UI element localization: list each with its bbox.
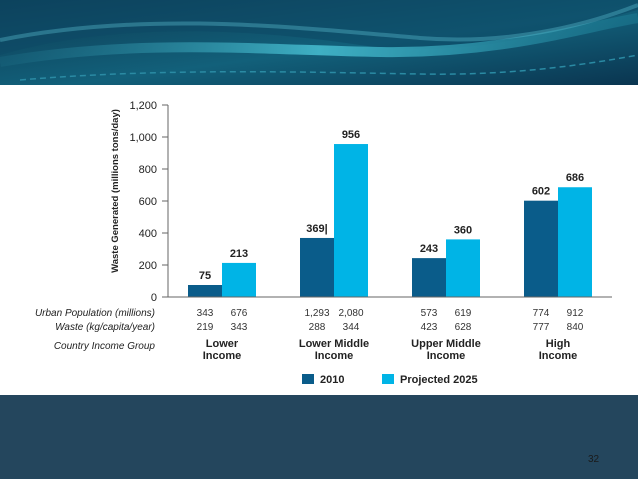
waste-per-capita-cell: 840 — [567, 322, 584, 333]
bar-value-label: 369| — [306, 223, 327, 235]
chart-panel: Waste Generated (millions tons/day) 0 200… — [0, 85, 638, 395]
bar-2010 — [300, 237, 334, 297]
bar-value-label: 75 — [199, 270, 211, 282]
urban-population-cell: 912 — [567, 308, 584, 319]
urban-population-cell: 676 — [231, 308, 248, 319]
waste-per-capita-cell: 219 — [197, 322, 214, 333]
y-tick-label: 800 — [139, 164, 157, 176]
legend-swatch — [302, 374, 314, 384]
legend-label: Projected 2025 — [400, 374, 478, 386]
slide-number: 32 — [588, 454, 600, 465]
bar-2010 — [412, 258, 446, 297]
category-label: Income — [203, 350, 242, 362]
waste-per-capita-cell: 777 — [533, 322, 550, 333]
bar-projected-2025 — [446, 239, 480, 297]
y-tick-label: 1,200 — [129, 100, 157, 112]
header-wave-banner — [0, 0, 638, 85]
urban-population-cell: 573 — [421, 308, 438, 319]
category-label: Income — [315, 350, 354, 362]
bar-value-label: 360 — [454, 224, 472, 236]
category-label: Upper Middle — [411, 338, 481, 350]
y-tick-label: 600 — [139, 196, 157, 208]
y-axis-title: Waste Generated (millions tons/day) — [110, 109, 121, 273]
urban-population-cell: 774 — [533, 308, 550, 319]
y-tick-label: 200 — [139, 260, 157, 272]
legend-swatch — [382, 374, 394, 384]
y-tick-label: 1,000 — [129, 132, 157, 144]
urban-population-cell: 619 — [455, 308, 472, 319]
urban-population-cell: 1,293 — [304, 308, 329, 319]
row-header: Waste (kg/capita/year) — [55, 322, 155, 333]
y-tick-label: 0 — [151, 292, 157, 304]
urban-population-cell: 343 — [197, 308, 214, 319]
bar-projected-2025 — [222, 262, 256, 297]
category-label: Income — [539, 350, 578, 362]
legend-label: 2010 — [320, 374, 344, 386]
waste-per-capita-cell: 288 — [309, 322, 326, 333]
bar-2010 — [524, 200, 558, 297]
bar-value-label: 602 — [532, 186, 550, 198]
category-label: Lower — [206, 338, 239, 350]
bar-value-label: 956 — [342, 129, 360, 141]
waste-per-capita-cell: 628 — [455, 322, 472, 333]
bar-projected-2025 — [334, 144, 368, 297]
category-label: High — [546, 338, 571, 350]
waste-per-capita-cell: 344 — [343, 322, 360, 333]
bar-value-label: 686 — [566, 172, 584, 184]
category-label: Lower Middle — [299, 338, 369, 350]
bar-value-label: 243 — [420, 243, 438, 255]
bar-projected-2025 — [558, 187, 592, 297]
footer-band — [0, 395, 638, 479]
row-header: Country Income Group — [54, 341, 156, 352]
category-label: Income — [427, 350, 466, 362]
waste-per-capita-cell: 423 — [421, 322, 438, 333]
y-tick-label: 400 — [139, 228, 157, 240]
row-header: Urban Population (millions) — [35, 308, 155, 319]
waste-chart: Waste Generated (millions tons/day) 0 200… — [35, 100, 612, 386]
bar-value-label: 213 — [230, 248, 248, 260]
urban-population-cell: 2,080 — [338, 308, 363, 319]
waste-per-capita-cell: 343 — [231, 322, 248, 333]
bar-2010 — [188, 285, 222, 297]
